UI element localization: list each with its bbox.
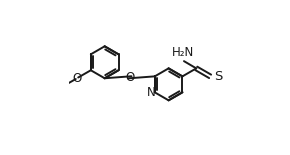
Text: N: N [147,86,156,99]
Text: O: O [125,71,134,84]
Text: O: O [72,72,81,85]
Text: H₂N: H₂N [172,46,194,59]
Text: S: S [214,70,222,83]
